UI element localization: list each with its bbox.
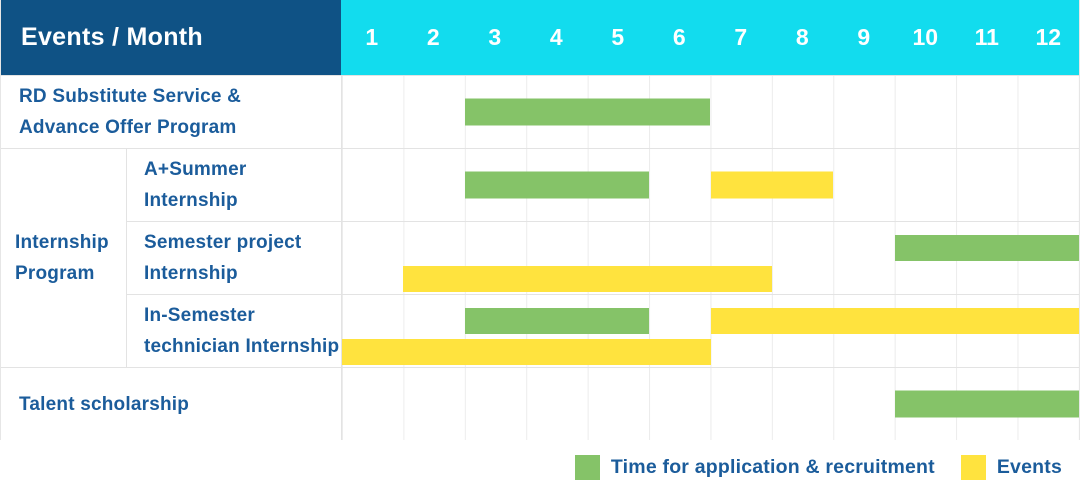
month-header-1: 1 bbox=[365, 24, 379, 50]
gantt-schedule-table: Events / Month 1 2 3 4 5 6 7 8 9 10 11 1… bbox=[0, 0, 1080, 440]
legend-item-events: Events bbox=[960, 454, 1062, 480]
row-label-a-plus-summer-internship: A+Summer Internship bbox=[126, 148, 341, 221]
row-label-line: RD Substitute Service & bbox=[19, 86, 242, 107]
legend-label-events: Events bbox=[996, 455, 1062, 478]
row-label-talent-scholarship: Talent scholarship bbox=[1, 367, 341, 440]
month-header-9: 9 bbox=[857, 24, 871, 50]
month-header-4: 4 bbox=[549, 24, 563, 50]
month-header-8: 8 bbox=[795, 24, 809, 50]
gantt-bar-event bbox=[710, 308, 1079, 334]
row-label-line: Internship bbox=[144, 190, 238, 211]
row-label-line: technician Internship bbox=[144, 336, 340, 357]
row-label-rd-substitute-service: RD Substitute Service & Advance Offer Pr… bbox=[1, 75, 341, 148]
month-header-row: 1 2 3 4 5 6 7 8 9 10 11 12 bbox=[341, 0, 1079, 75]
month-header-6: 6 bbox=[672, 24, 686, 50]
group-label-internship-program: Internship Program bbox=[1, 148, 126, 367]
month-header-11: 11 bbox=[974, 24, 999, 50]
gantt-bar-application bbox=[894, 390, 1079, 418]
month-header-5: 5 bbox=[611, 24, 625, 50]
row-label-line: Semester project bbox=[144, 232, 302, 253]
legend: Time for application & recruitment Event… bbox=[0, 440, 1080, 494]
gantt-bar-application bbox=[464, 98, 711, 126]
month-header-10: 10 bbox=[912, 24, 939, 50]
row-label-line: A+Summer bbox=[144, 159, 247, 180]
chart-row-talent-scholarship bbox=[341, 367, 1079, 440]
gantt-bar-application bbox=[464, 308, 650, 334]
legend-label-application-recruitment: Time for application & recruitment bbox=[610, 455, 935, 478]
gantt-bar-event bbox=[403, 266, 772, 292]
row-label-line: In-Semester bbox=[144, 305, 255, 326]
gantt-bar-event bbox=[710, 171, 834, 199]
gantt-bar-event bbox=[342, 339, 711, 365]
month-header-3: 3 bbox=[488, 24, 502, 50]
legend-item-application-recruitment: Time for application & recruitment bbox=[574, 454, 935, 480]
legend-swatch-yellow-events bbox=[960, 454, 986, 480]
row-label-line: Talent scholarship bbox=[19, 393, 190, 415]
chart-row-in-semester-technician-internship bbox=[341, 294, 1079, 367]
row-label-line: Internship bbox=[144, 263, 238, 284]
table-header-title: Events / Month bbox=[1, 0, 341, 75]
chart-row-rd-substitute-service bbox=[341, 75, 1079, 148]
chart-row-a-plus-summer-internship bbox=[341, 148, 1079, 221]
legend-swatch-green-application bbox=[574, 454, 600, 480]
row-label-in-semester-technician-internship: In-Semester technician Internship bbox=[126, 294, 341, 367]
month-header-2: 2 bbox=[426, 24, 440, 50]
gantt-bar-application bbox=[894, 235, 1079, 261]
row-label-line: Advance Offer Program bbox=[19, 117, 237, 138]
month-header-12: 12 bbox=[1035, 24, 1062, 50]
gantt-bar-application bbox=[464, 171, 650, 199]
chart-row-semester-project-internship bbox=[341, 221, 1079, 294]
month-header-7: 7 bbox=[734, 24, 748, 50]
row-label-semester-project-internship: Semester project Internship bbox=[126, 221, 341, 294]
